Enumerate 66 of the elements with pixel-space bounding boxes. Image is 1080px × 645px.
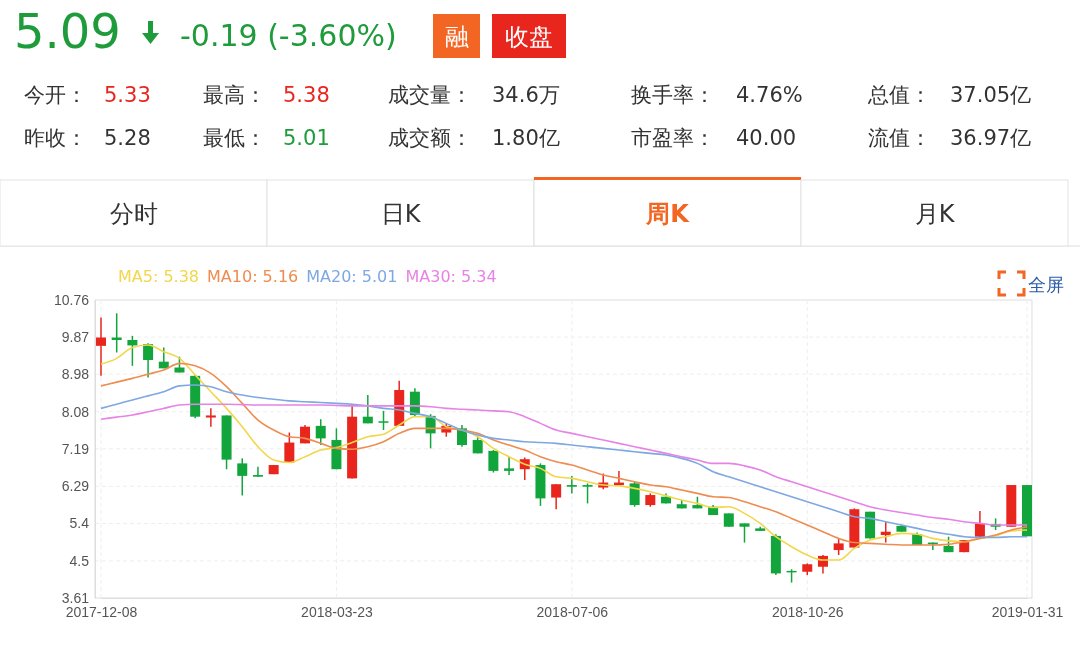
- chart-title: 5.09: [14, 3, 121, 59]
- text: 1.80亿: [492, 126, 560, 150]
- text: 周K: [645, 200, 691, 228]
- candlestick: [974, 510, 985, 538]
- candlestick: [315, 418, 326, 446]
- candlestick: [205, 407, 216, 428]
- x-tick-label: 2017-12-08: [65, 603, 138, 620]
- candlestick: [237, 457, 248, 497]
- y-tick-label: 9.87: [61, 329, 90, 346]
- y-tick-label: 3.61: [61, 589, 90, 606]
- candlestick: [488, 449, 499, 474]
- candlestick: [143, 342, 154, 379]
- text: 换手率：: [631, 83, 715, 107]
- text: 36.97亿: [950, 126, 1032, 150]
- text: 月K: [914, 200, 956, 228]
- candlestick: [284, 431, 295, 464]
- x-tick-label: 2018-07-06: [536, 603, 609, 620]
- chart-subtitle: -0.19 (-3.60%): [180, 18, 397, 53]
- text: 今开：: [24, 83, 87, 107]
- text: 分时: [109, 200, 158, 228]
- y-tick-label: 7.19: [61, 440, 90, 457]
- candlestick: [551, 483, 562, 510]
- text: 流值：: [868, 126, 931, 150]
- text: MA10: 5.16: [207, 267, 299, 286]
- text: 成交量：: [388, 83, 472, 107]
- text: 融: [444, 23, 469, 51]
- candlestick: [504, 455, 515, 476]
- y-tick-label: 10.76: [53, 291, 90, 308]
- candlestick: [582, 482, 593, 505]
- line-series: [100, 384, 1028, 539]
- text: MA30: 5.34: [405, 267, 497, 286]
- text: 成交额：: [388, 126, 472, 150]
- text: 37.05亿: [950, 83, 1032, 107]
- y-tick-label: 6.29: [61, 478, 90, 495]
- candlestick: [880, 520, 891, 544]
- text: 总值：: [867, 83, 931, 107]
- text: 昨收：: [24, 126, 87, 150]
- candlestick: [378, 410, 389, 431]
- candlestick: [739, 522, 750, 544]
- candlestick: [362, 394, 373, 425]
- text: 最低：: [203, 126, 266, 150]
- x-tick-label: 2018-10-26: [771, 603, 844, 620]
- text: 40.00: [736, 126, 797, 150]
- text: 收盘: [505, 23, 553, 51]
- text: 最高：: [203, 83, 266, 107]
- text: 5.28: [104, 126, 151, 150]
- text: 全屏: [1028, 274, 1064, 295]
- candlestick: [566, 475, 577, 495]
- text: MA20: 5.01: [306, 267, 398, 286]
- candlestick: [127, 335, 138, 367]
- candlestick: [629, 480, 640, 508]
- text: 5.33: [104, 83, 151, 107]
- text: 市盈率：: [631, 126, 715, 150]
- text: MA5: 5.38: [118, 267, 200, 286]
- text: 日K: [380, 200, 422, 228]
- text: 5.38: [283, 83, 330, 107]
- x-tick-label: 2018-03-23: [301, 603, 373, 620]
- text: 5.01: [283, 126, 330, 150]
- candlestick: [252, 465, 263, 478]
- y-tick-label: 8.08: [61, 403, 90, 420]
- x-tick-label: 2019-01-31: [991, 603, 1064, 620]
- y-tick-label: 5.4: [69, 515, 90, 532]
- text: 34.6万: [492, 83, 560, 107]
- y-tick-label: 8.98: [61, 366, 90, 383]
- text: 4.76%: [736, 83, 803, 107]
- y-tick-label: 4.5: [69, 552, 90, 569]
